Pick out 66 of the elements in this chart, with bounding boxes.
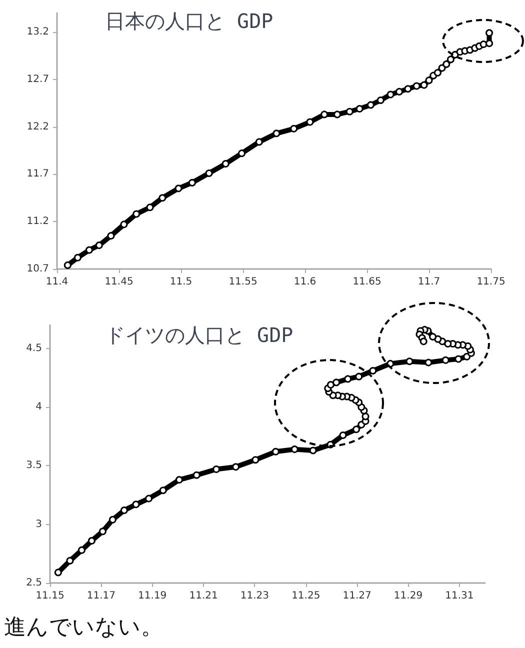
point [272,130,280,138]
x-tick-label: 11.65 [352,276,382,288]
point [255,138,263,146]
point [486,29,494,37]
point [174,184,182,192]
point [356,105,364,113]
point [306,118,314,126]
x-tick-label: 11.5 [170,276,192,288]
point [205,169,213,177]
point [395,88,403,96]
point [346,108,354,116]
point [146,204,154,212]
y-tick-label: 12.2 [26,121,49,132]
x-tick-label: 11.75 [476,276,506,288]
point [376,96,384,104]
point [120,220,128,228]
chart-title: 日本の人口と GDP [105,9,274,33]
y-tick-label: 4.5 [26,342,42,354]
point [238,150,246,158]
chart-title: ドイツの人口と GDP [105,323,294,347]
x-tick-label: 11.15 [36,590,64,602]
point [486,40,494,48]
point [64,261,72,269]
y-tick-label: 2.5 [26,578,42,588]
x-tick-label: 11.21 [189,590,218,602]
point [158,194,166,202]
point [425,76,433,84]
x-tick-label: 11.19 [138,590,167,602]
y-tick-label: 11.7 [26,168,49,180]
x-tick-label: 11.7 [418,276,440,288]
point [434,68,442,76]
point [85,246,93,254]
x-tick-label: 11.31 [445,590,474,602]
point [222,160,230,168]
point [386,90,394,98]
point [95,242,103,250]
x-tick-label: 11.25 [292,590,320,602]
y-tick-label: 11.2 [26,216,49,228]
x-tick-label: 11.6 [294,276,316,288]
x-tick-label: 11.45 [104,276,134,288]
point [446,56,454,64]
x-tick-label: 11.17 [86,590,116,602]
point [290,124,298,132]
y-tick-label: 4 [36,402,42,413]
text: 進んでいない。 [4,614,163,642]
y-tick-label: 3.5 [26,460,42,472]
point [132,210,140,218]
point [366,101,374,109]
y-tick-label: 3 [36,518,42,530]
point [480,40,488,48]
y-tick-label: 12.7 [26,74,49,85]
x-tick-label: 11.55 [228,276,258,288]
x-tick-label: 11.4 [46,276,68,288]
point [412,82,420,90]
point [420,81,428,89]
point [74,254,82,262]
x-tick-label: 11.27 [342,590,372,602]
x-tick-label: 11.23 [240,590,270,602]
point [188,178,196,186]
point [320,110,328,118]
point [404,85,412,93]
point [442,60,450,68]
point [107,232,115,240]
y-tick-label: 13.2 [26,26,49,38]
x-tick-label: 11.29 [394,590,423,602]
y-tick-label: 10.7 [26,264,49,274]
